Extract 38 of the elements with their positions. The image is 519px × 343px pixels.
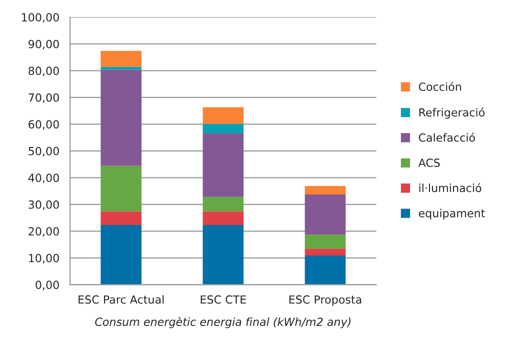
bar [202,211,244,226]
bar [202,196,244,212]
y-tick-label: 60,00 [28,120,59,130]
legend-label: Calefacció [418,132,475,142]
bar [304,186,346,195]
bar [202,225,244,285]
bar [304,234,346,249]
bar [100,211,142,226]
bar [202,134,244,197]
y-tick-label: 100,00 [22,13,59,23]
bar [304,256,346,285]
y-tick-label: 20,00 [28,227,59,237]
y-tick-label: 90,00 [28,40,59,50]
x-tick-label: ESC Parc Actual [78,295,164,304]
legend-label: il·luminació [419,183,482,192]
bar [304,194,346,235]
bar [202,124,244,134]
bar [304,248,346,256]
y-tick-label: 50,00 [28,146,59,156]
bar [202,107,244,124]
y-tick-label: 40,00 [28,174,59,184]
legend-label: Cocción [418,82,462,91]
bar [100,225,142,285]
bar [100,166,142,212]
x-axis-title: Consum energètic energia final (kWh/m2 any) [95,316,351,328]
y-tick-label: 80,00 [28,66,59,76]
legend-label: equipament [418,208,485,220]
legend-label: Refrigeració [419,108,485,119]
y-tick-label: 70,00 [28,93,59,103]
y-tick-label: 0,00 [36,280,59,290]
y-tick-label: 30,00 [28,200,59,210]
x-tick-label: ESC CTE [200,295,246,304]
x-tick-label: ESC Proposta [289,295,362,306]
bar [100,70,142,166]
legend-label: ACS [418,158,440,167]
bar [100,50,142,67]
bar [100,66,142,70]
y-tick-label: 10,00 [29,254,59,264]
